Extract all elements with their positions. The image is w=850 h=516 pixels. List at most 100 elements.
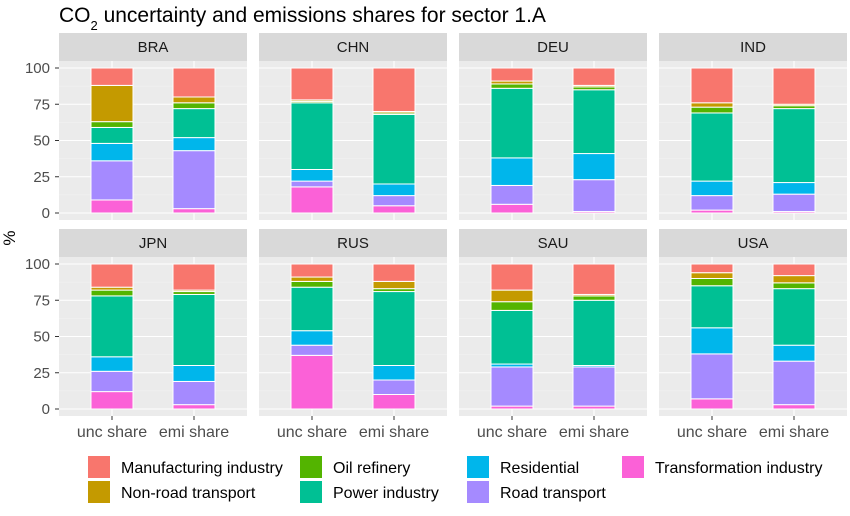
legend-item-manufacturing-industry: Manufacturing industry bbox=[88, 456, 283, 478]
bar-segment-jpn-unc-share-oil-refinery bbox=[90, 289, 134, 297]
x-tick-label: emi share bbox=[159, 424, 229, 441]
bar-segment-rus-unc-share-non-road-transport bbox=[290, 276, 334, 282]
bar-segment-rus-unc-share-residential bbox=[290, 330, 334, 346]
bar-segment-usa-emi-share-non-road-transport bbox=[772, 275, 816, 284]
bar-segment-bra-unc-share-oil-refinery bbox=[90, 121, 134, 128]
bar-segment-sau-unc-share-non-road-transport bbox=[490, 289, 534, 303]
bar-segment-chn-unc-share-transformation-industry bbox=[290, 186, 334, 214]
legend-swatch bbox=[88, 481, 110, 503]
facet-panel-jpn: JPN 0 25 50 75 100 unc share emi share bbox=[25, 229, 247, 441]
facet-label: SAU bbox=[538, 235, 569, 252]
facet-panel-bra: BRA 0 25 50 75 100 bbox=[25, 33, 247, 222]
y-tick-label: 0 bbox=[42, 205, 50, 222]
facet-panel-usa: USA unc share emi share bbox=[659, 229, 847, 441]
legend-item-road-transport: Road transport bbox=[467, 481, 606, 503]
bar-segment-ind-unc-share-road-transport bbox=[690, 195, 734, 211]
bar-segment-bra-unc-share-road-transport bbox=[90, 160, 134, 201]
legend-item-non-road-transport: Non-road transport bbox=[88, 481, 256, 503]
bar-segment-bra-emi-share-transformation-industry bbox=[172, 208, 216, 214]
bar-segment-usa-unc-share-power-industry bbox=[690, 285, 734, 329]
legend-item-power-industry: Power industry bbox=[300, 481, 439, 503]
bar-segment-rus-unc-share-transformation-industry bbox=[290, 354, 334, 410]
y-tick-label: 75 bbox=[33, 96, 50, 113]
bar-segment-bra-unc-share-transformation-industry bbox=[90, 199, 134, 214]
legend-swatch bbox=[467, 456, 489, 478]
legend-item-transformation-industry: Transformation industry bbox=[622, 456, 822, 478]
bar-segment-chn-unc-share-power-industry bbox=[290, 102, 334, 170]
bar-segment-ind-emi-share-power-industry bbox=[772, 108, 816, 184]
bar-segment-ind-unc-share-power-industry bbox=[690, 112, 734, 182]
facet-label: USA bbox=[738, 235, 769, 252]
bar-segment-ind-unc-share-non-road-transport bbox=[690, 102, 734, 108]
bar-segment-rus-emi-share-transformation-industry bbox=[372, 394, 416, 410]
bar-segment-sau-emi-share-manufacturing-industry bbox=[572, 263, 616, 295]
facet-panel-rus: RUS unc share emi share bbox=[259, 229, 447, 441]
bar-segment-bra-emi-share-manufacturing-industry bbox=[172, 67, 216, 98]
bar-segment-usa-emi-share-oil-refinery bbox=[772, 282, 816, 290]
bar-segment-rus-unc-share-oil-refinery bbox=[290, 280, 334, 288]
facet-strip bbox=[259, 33, 447, 61]
bar-segment-usa-unc-share-residential bbox=[690, 327, 734, 355]
bar-segment-bra-unc-share-manufacturing-industry bbox=[90, 67, 134, 86]
bar-segment-deu-emi-share-manufacturing-industry bbox=[572, 67, 616, 86]
bar-segment-ind-unc-share-residential bbox=[690, 180, 734, 197]
legend-label: Road transport bbox=[500, 485, 606, 502]
x-tick-label: emi share bbox=[559, 424, 629, 441]
bar-segment-jpn-unc-share-manufacturing-industry bbox=[90, 263, 134, 288]
bar-segment-ind-emi-share-manufacturing-industry bbox=[772, 67, 816, 105]
facet-label: CHN bbox=[337, 39, 370, 56]
y-tick-label: 50 bbox=[33, 329, 50, 346]
bar-segment-jpn-unc-share-power-industry bbox=[90, 295, 134, 358]
bar-segment-deu-unc-share-road-transport bbox=[490, 184, 534, 205]
bar-segment-deu-unc-share-transformation-industry bbox=[490, 203, 534, 214]
facet-panels: BRA 0 25 50 75 100 CHN DEU IND JPN 0 25 50 75 100 unc s… bbox=[25, 33, 847, 441]
bar-segment-jpn-emi-share-road-transport bbox=[172, 380, 216, 406]
chart-title: CO2 uncertainty and emissions shares for… bbox=[59, 4, 546, 33]
bar-segment-deu-unc-share-oil-refinery bbox=[490, 83, 534, 89]
facet-strip bbox=[459, 33, 647, 61]
bar-segment-bra-emi-share-non-road-transport bbox=[172, 96, 216, 104]
bar-segment-ind-unc-share-oil-refinery bbox=[690, 106, 734, 114]
bar-segment-rus-unc-share-manufacturing-industry bbox=[290, 263, 334, 278]
y-axis-label: % bbox=[0, 230, 19, 245]
x-tick-label: unc share bbox=[677, 424, 747, 441]
facet-panel-chn: CHN bbox=[259, 33, 447, 220]
bar-segment-chn-emi-share-road-transport bbox=[372, 195, 416, 207]
legend-label: Manufacturing industry bbox=[121, 460, 283, 477]
bar-segment-sau-unc-share-manufacturing-industry bbox=[490, 263, 534, 291]
bar-segment-sau-unc-share-oil-refinery bbox=[490, 301, 534, 311]
bar-segment-deu-unc-share-residential bbox=[490, 157, 534, 186]
facet-strip bbox=[259, 229, 447, 257]
bar-segment-bra-unc-share-residential bbox=[90, 142, 134, 162]
bar-segment-usa-unc-share-oil-refinery bbox=[690, 278, 734, 287]
facet-label: RUS bbox=[337, 235, 369, 252]
x-tick-label: unc share bbox=[277, 424, 347, 441]
bar-segment-usa-unc-share-manufacturing-industry bbox=[690, 263, 734, 274]
bar-segment-sau-emi-share-oil-refinery bbox=[572, 295, 616, 301]
legend-item-oil-refinery: Oil refinery bbox=[300, 456, 410, 478]
x-tick-label: unc share bbox=[477, 424, 547, 441]
y-tick-label: 50 bbox=[33, 133, 50, 150]
bar-segment-deu-unc-share-power-industry bbox=[490, 87, 534, 159]
y-tick-label: 75 bbox=[33, 292, 50, 309]
bar-segment-rus-emi-share-manufacturing-industry bbox=[372, 263, 416, 282]
bar-segment-bra-emi-share-power-industry bbox=[172, 108, 216, 139]
bar-segment-chn-emi-share-power-industry bbox=[372, 113, 416, 185]
legend: Manufacturing industry Oil refinery Reside… bbox=[88, 456, 822, 503]
facet-strip bbox=[659, 33, 847, 61]
bar-segment-usa-unc-share-non-road-transport bbox=[690, 272, 734, 280]
y-tick-label: 25 bbox=[33, 365, 50, 382]
legend-label: Oil refinery bbox=[333, 460, 410, 477]
bar-segment-jpn-emi-share-residential bbox=[172, 365, 216, 382]
bar-segment-deu-unc-share-manufacturing-industry bbox=[490, 67, 534, 82]
x-tick-label: emi share bbox=[759, 424, 829, 441]
bar-segment-chn-emi-share-residential bbox=[372, 183, 416, 197]
bar-segment-jpn-unc-share-residential bbox=[90, 356, 134, 372]
bar-segment-usa-emi-share-road-transport bbox=[772, 360, 816, 406]
legend-swatch bbox=[622, 456, 644, 478]
facet-strip bbox=[659, 229, 847, 257]
bar-segment-sau-emi-share-road-transport bbox=[572, 366, 616, 407]
legend-label: Residential bbox=[500, 460, 579, 477]
bar-segment-ind-unc-share-manufacturing-industry bbox=[690, 67, 734, 104]
